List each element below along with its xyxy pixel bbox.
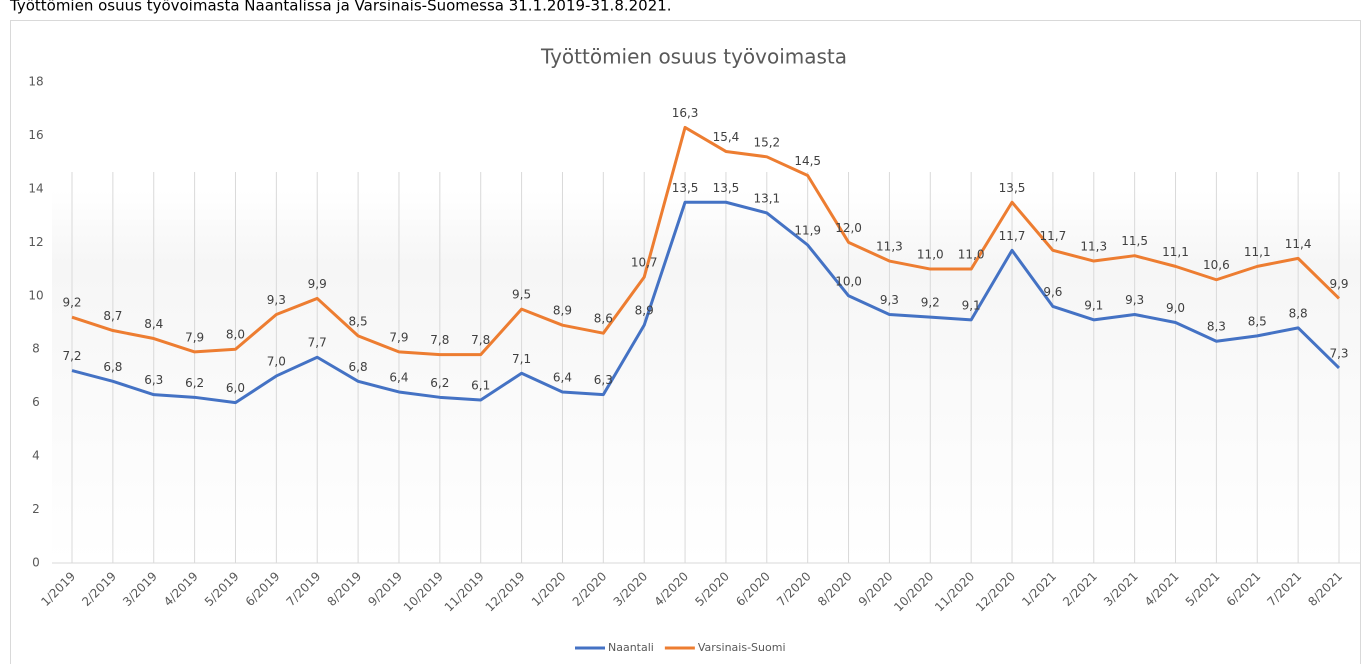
- data-label: 11,1: [1162, 245, 1189, 259]
- data-label: 6,8: [103, 360, 122, 374]
- data-label: 8,8: [1289, 306, 1308, 320]
- data-label: 8,4: [144, 317, 163, 331]
- legend-label: Varsinais-Suomi: [698, 641, 786, 654]
- y-tick-label: 18: [28, 75, 43, 89]
- y-tick-label: 10: [28, 288, 43, 302]
- data-label: 11,0: [958, 248, 985, 262]
- y-tick-label: 6: [32, 395, 40, 409]
- data-label: 10,7: [631, 256, 658, 270]
- data-label: 16,3: [672, 106, 699, 120]
- data-label: 7,7: [308, 336, 327, 350]
- data-label: 6,3: [594, 373, 613, 387]
- data-label: 10,0: [835, 274, 862, 288]
- page-heading: Työttömien osuus työvoimasta Naantalissa…: [9, 0, 672, 15]
- data-label: 14,5: [794, 154, 821, 168]
- data-label: 8,3: [1207, 320, 1226, 334]
- data-label: 8,6: [594, 312, 613, 326]
- data-label: 9,3: [880, 293, 899, 307]
- data-label: 9,0: [1166, 301, 1185, 315]
- data-label: 11,7: [999, 229, 1026, 243]
- data-label: 7,2: [62, 349, 81, 363]
- data-label: 6,0: [226, 381, 245, 395]
- data-label: 10,6: [1203, 258, 1230, 272]
- data-label: 9,3: [267, 293, 286, 307]
- data-label: 11,0: [917, 248, 944, 262]
- data-label: 13,1: [753, 191, 780, 205]
- data-label: 6,2: [430, 376, 449, 390]
- data-label: 6,2: [185, 376, 204, 390]
- y-tick-label: 4: [32, 449, 40, 463]
- data-label: 6,4: [389, 370, 408, 384]
- data-label: 7,8: [430, 333, 449, 347]
- y-tick-label: 0: [32, 556, 40, 570]
- data-label: 7,0: [267, 354, 286, 368]
- y-tick-label: 16: [28, 128, 43, 142]
- data-label: 12,0: [835, 221, 862, 235]
- data-label: 9,2: [62, 296, 81, 310]
- data-label: 6,1: [471, 378, 490, 392]
- data-label: 11,9: [794, 224, 821, 238]
- data-label: 11,3: [876, 240, 903, 254]
- data-label: 9,1: [962, 298, 981, 312]
- y-tick-label: 12: [28, 235, 43, 249]
- data-label: 9,9: [1329, 277, 1348, 291]
- data-label: 11,3: [1080, 240, 1107, 254]
- data-label: 11,1: [1244, 245, 1271, 259]
- data-label: 7,9: [185, 330, 204, 344]
- series-line: [71, 125, 1341, 357]
- data-label: 11,5: [1121, 234, 1148, 248]
- data-label: 9,9: [308, 277, 327, 291]
- series-line: [71, 200, 1341, 405]
- data-label: 8,5: [1248, 314, 1267, 328]
- data-label: 11,7: [1040, 229, 1067, 243]
- y-tick-label: 14: [28, 181, 43, 195]
- data-label: 9,5: [512, 288, 531, 302]
- plot-background: [52, 190, 1360, 563]
- y-tick-label: 2: [32, 502, 40, 516]
- data-label: 13,5: [713, 181, 740, 195]
- data-label: 9,3: [1125, 293, 1144, 307]
- data-label: 8,7: [103, 309, 122, 323]
- data-label: 9,6: [1043, 285, 1062, 299]
- data-label: 7,1: [512, 352, 531, 366]
- chart-title: Työttömien osuus työvoimasta: [540, 45, 847, 69]
- data-label: 15,2: [753, 135, 780, 149]
- data-label: 8,9: [553, 304, 572, 318]
- data-label: 9,1: [1084, 298, 1103, 312]
- data-label: 6,4: [553, 370, 572, 384]
- data-label: 6,8: [349, 360, 368, 374]
- y-tick-label: 8: [32, 342, 40, 356]
- data-label: 8,0: [226, 328, 245, 342]
- data-label: 11,4: [1285, 237, 1312, 251]
- data-label: 7,8: [471, 333, 490, 347]
- data-label: 7,9: [389, 330, 408, 344]
- data-label: 7,3: [1329, 346, 1348, 360]
- data-label: 13,5: [999, 181, 1026, 195]
- data-label: 13,5: [672, 181, 699, 195]
- data-label: 8,5: [349, 314, 368, 328]
- data-label: 8,9: [635, 304, 654, 318]
- data-label: 6,3: [144, 373, 163, 387]
- data-label: 15,4: [713, 130, 740, 144]
- data-label: 9,2: [921, 296, 940, 310]
- legend-label: Naantali: [608, 641, 654, 654]
